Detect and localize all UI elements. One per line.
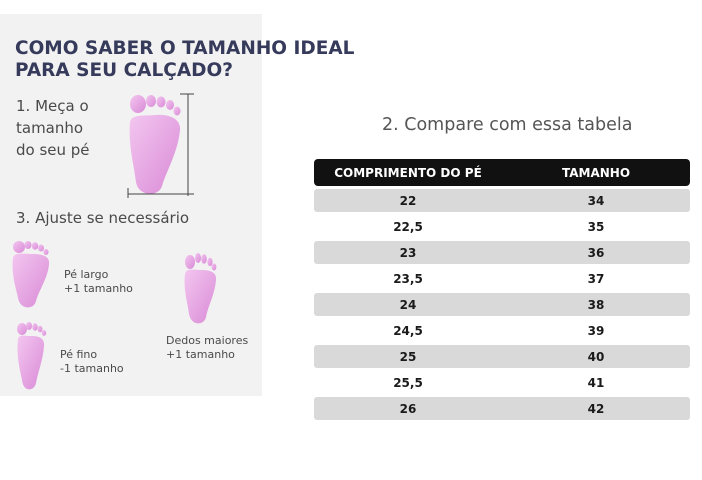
page-title: COMO SABER O TAMANHO IDEAL PARA SEU CALÇ… xyxy=(15,38,354,82)
header-foot-length: COMPRIMENTO DO PÉ xyxy=(334,165,482,180)
table-row: 23,5 37 xyxy=(314,267,690,290)
title-line-2: PARA SEU CALÇADO? xyxy=(15,60,233,81)
title-line-1: COMO SABER O TAMANHO IDEAL xyxy=(15,38,355,59)
long-toes-adjust: +1 tamanho xyxy=(166,348,235,361)
foot-length-cell: 25,5 xyxy=(393,375,423,390)
long-toes-label: Dedos maiores xyxy=(166,334,249,347)
step-3-text: 3. Ajuste se necessário xyxy=(16,209,190,227)
step-1-line-1: 1. Meça o xyxy=(16,97,89,115)
size-cell: 42 xyxy=(587,401,605,416)
table-row: 26 42 xyxy=(314,397,690,420)
size-cell: 36 xyxy=(587,245,605,260)
size-cell: 37 xyxy=(587,271,605,286)
thin-foot-icon xyxy=(17,322,47,390)
foot-length-cell: 22 xyxy=(399,193,417,208)
step-1-line-3: do seu pé xyxy=(16,141,90,159)
long-toes-note: Dedos maiores +1 tamanho xyxy=(166,334,248,362)
wide-foot-icon xyxy=(12,241,50,308)
table-row: 25,5 41 xyxy=(314,371,690,394)
table-row: 25 40 xyxy=(314,345,690,368)
table-row: 22,5 35 xyxy=(314,215,690,238)
thin-foot-adjust: -1 tamanho xyxy=(60,362,124,375)
size-table: COMPRIMENTO DO PÉ TAMANHO 22 34 22,5 35 … xyxy=(314,159,690,420)
foot-length-cell: 22,5 xyxy=(393,219,423,234)
table-row: 22 34 xyxy=(314,189,690,212)
wide-foot-label: Pé largo xyxy=(64,268,109,281)
long-toes-foot-icon xyxy=(184,253,217,324)
compare-heading: 2. Compare com essa tabela xyxy=(382,115,633,135)
foot-length-cell: 23 xyxy=(399,245,417,260)
measured-foot-icon xyxy=(127,93,194,198)
size-cell: 39 xyxy=(587,323,605,338)
foot-length-cell: 24,5 xyxy=(393,323,423,338)
step-1-line-2: tamanho xyxy=(16,119,84,137)
table-header: COMPRIMENTO DO PÉ TAMANHO xyxy=(314,159,690,186)
thin-foot-note: Pé fino -1 tamanho xyxy=(60,348,124,376)
wide-foot-note: Pé largo +1 tamanho xyxy=(64,268,133,296)
foot-length-cell: 25 xyxy=(399,349,417,364)
thin-foot-label: Pé fino xyxy=(60,348,98,361)
step-1-text: 1. Meça o tamanho do seu pé xyxy=(16,95,90,161)
foot-length-cell: 24 xyxy=(399,297,417,312)
table-row: 24 38 xyxy=(314,293,690,316)
header-size: TAMANHO xyxy=(561,165,631,180)
size-cell: 35 xyxy=(587,219,605,234)
size-cell: 34 xyxy=(587,193,605,208)
table-row: 23 36 xyxy=(314,241,690,264)
foot-length-cell: 23,5 xyxy=(393,271,423,286)
foot-length-cell: 26 xyxy=(399,401,417,416)
table-row: 24,5 39 xyxy=(314,319,690,342)
size-cell: 41 xyxy=(587,375,605,390)
wide-foot-adjust: +1 tamanho xyxy=(64,282,133,295)
size-cell: 38 xyxy=(587,297,605,312)
size-cell: 40 xyxy=(587,349,605,364)
